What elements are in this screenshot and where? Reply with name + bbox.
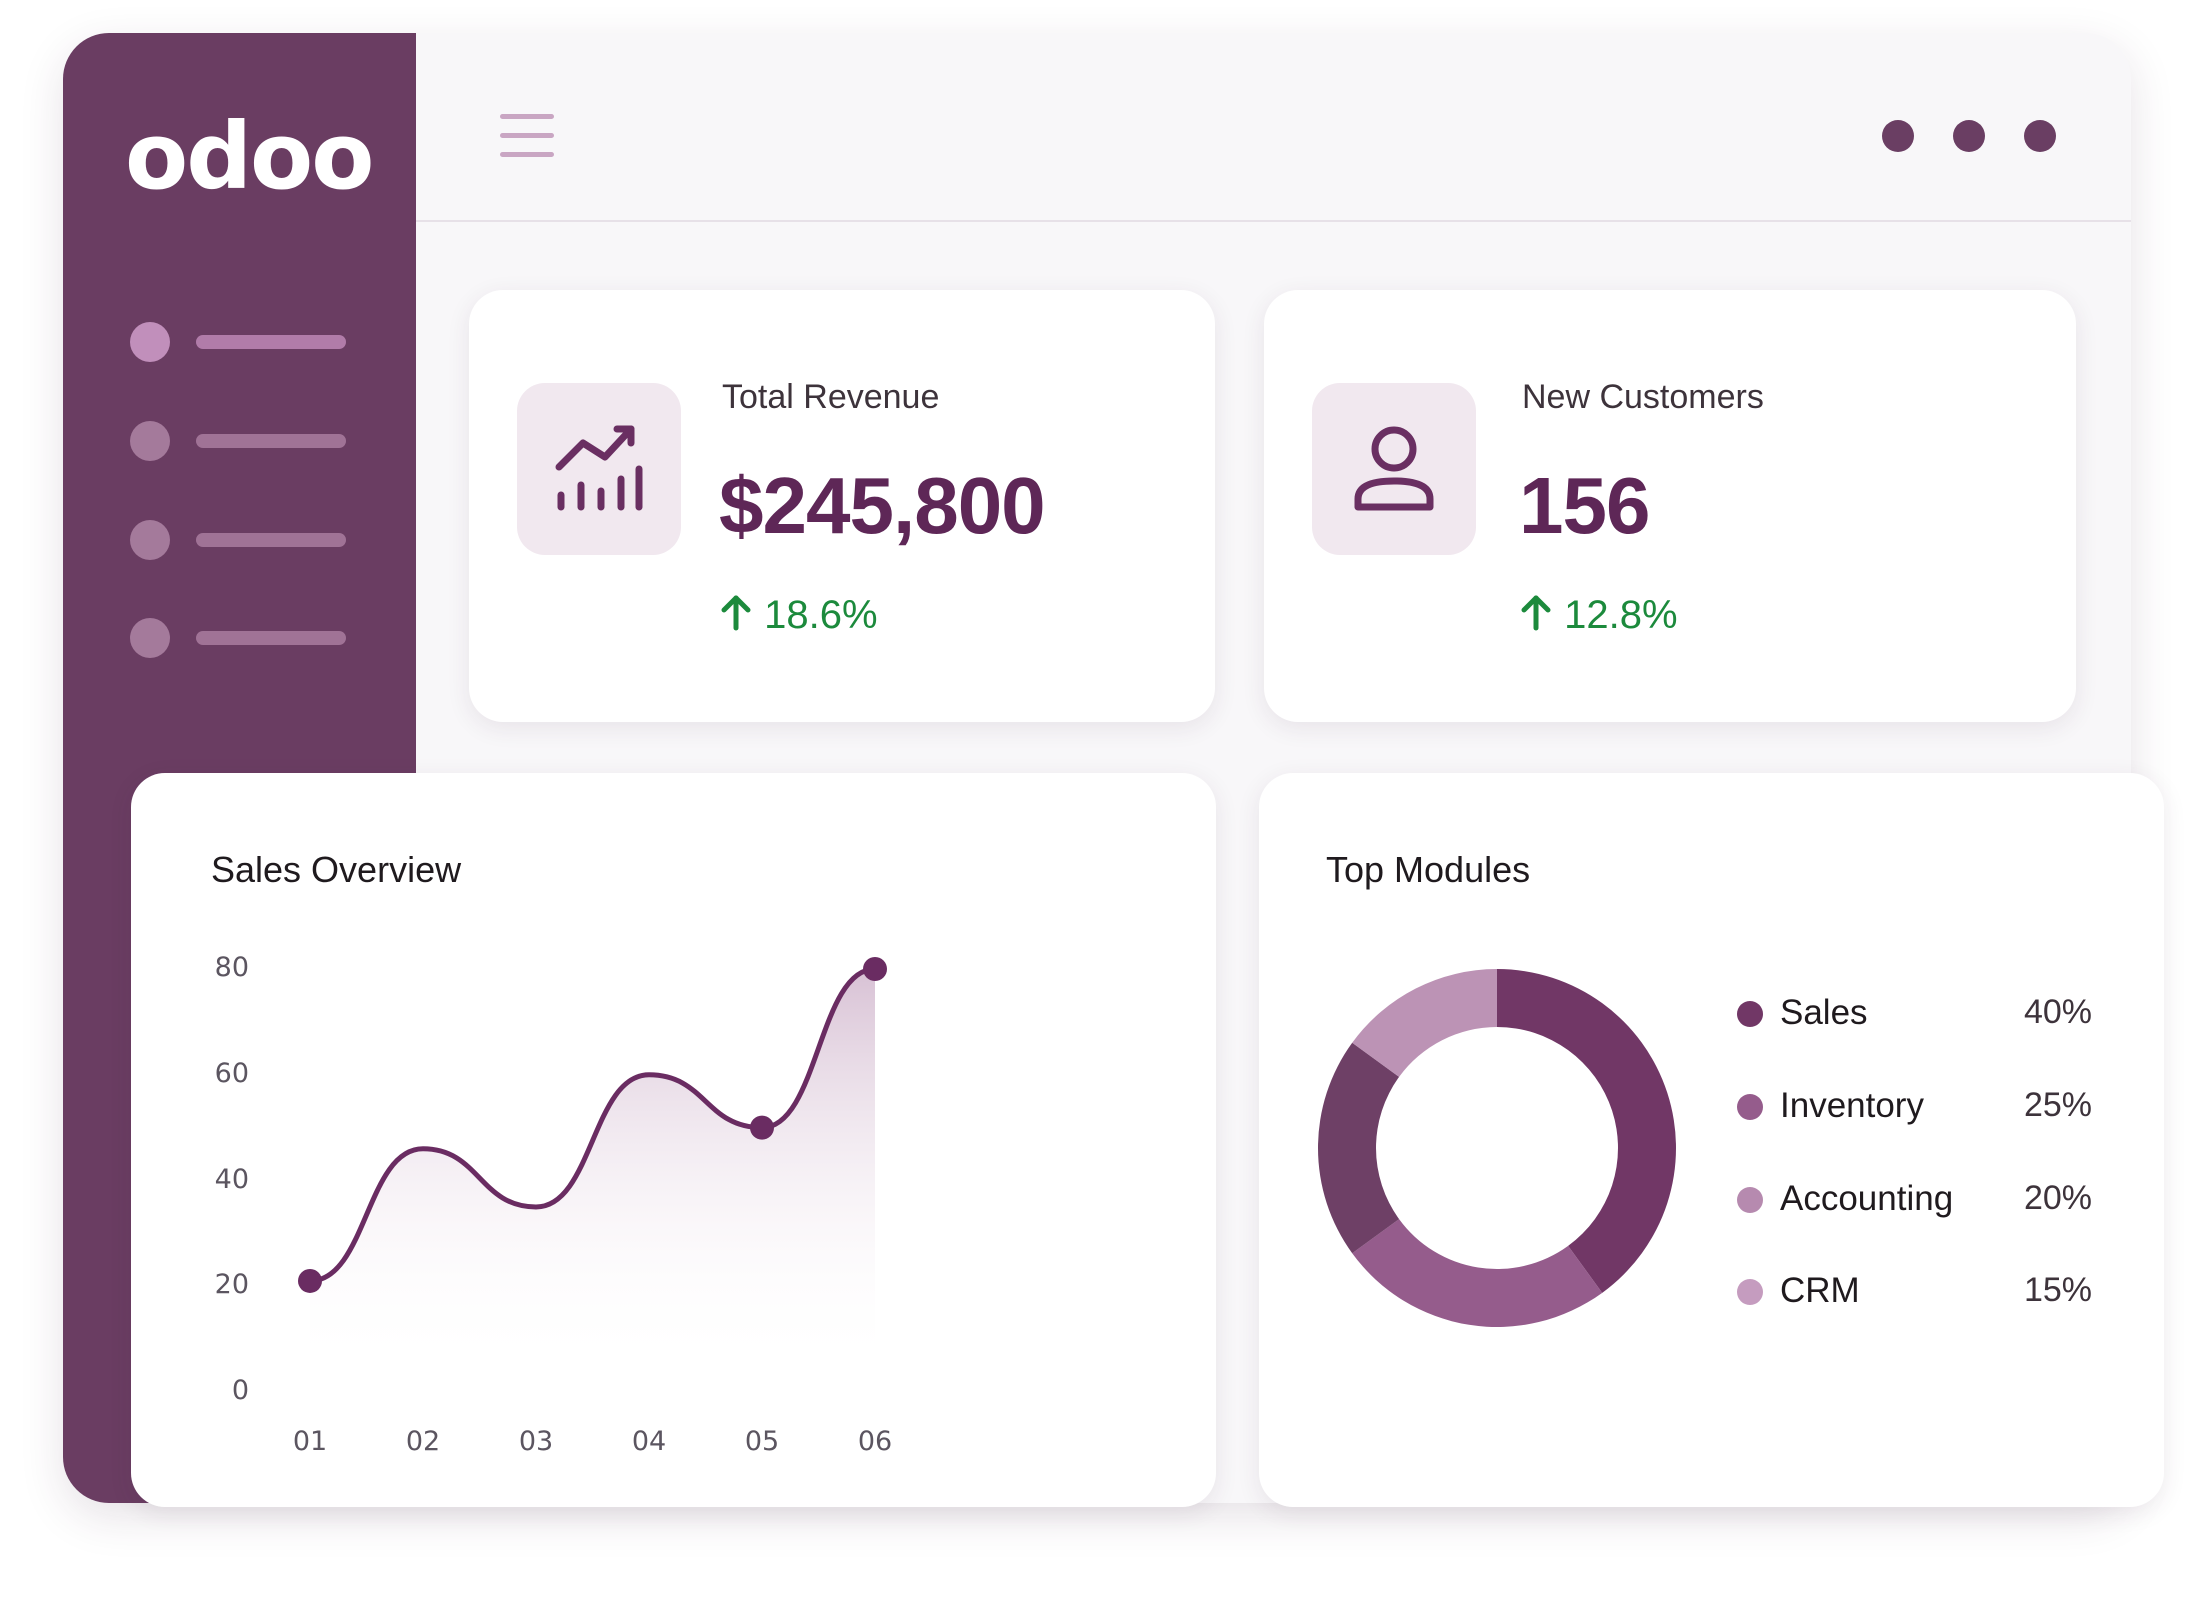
sidebar-item-3[interactable] [130,519,346,561]
modules-donut-chart [1318,969,1676,1327]
kpi-value: 156 [1519,461,1650,550]
arrow-up-icon [1521,595,1551,631]
y-tick-label: 60 [214,1057,249,1089]
legend-dot-accounting [1737,1187,1763,1213]
user-icon [1312,383,1476,555]
x-tick-label: 04 [631,1426,667,1457]
x-tick-label: 02 [405,1426,441,1457]
sidebar-item-2[interactable] [130,420,346,462]
legend-value-sales: 40% [2023,993,2092,1031]
sales-area-fill [310,969,875,1370]
sales-overview-card: Sales Overview 0 20 40 60 80 01 02 03 04 05 06 [131,773,1216,1507]
x-tick-label: 03 [518,1426,554,1457]
sidebar-item-dot [130,618,170,658]
y-tick-label: 20 [214,1269,249,1301]
legend-label-crm: CRM [1780,1271,1860,1310]
top-bar [416,33,2131,222]
sidebar-item-dot [130,322,170,362]
total-revenue-card: Total Revenue $245,800 18.6% [469,290,1215,722]
legend-label-inventory: Inventory [1780,1086,1924,1125]
kpi-change-value: 12.8% [1564,593,1678,637]
sidebar-item-label-placeholder [196,631,346,645]
donut-slice-sales[interactable] [1497,969,1676,1293]
sales-point-05[interactable] [750,1115,774,1140]
legend-dot-crm [1737,1279,1763,1305]
donut-slice-inventory[interactable] [1352,1219,1603,1327]
legend-value-inventory: 25% [2023,1086,2092,1124]
sidebar-item-dot [130,520,170,560]
kpi-change: 12.8% [1519,592,1678,638]
new-customers-card: New Customers 156 12.8% [1264,290,2076,722]
legend-value-accounting: 20% [2023,1179,2092,1217]
sidebar-item-dot [130,421,170,461]
sidebar-item-4[interactable] [130,617,346,659]
kpi-change: 18.6% [719,592,878,638]
x-tick-label: 05 [744,1426,780,1457]
sidebar-item-label-placeholder [196,335,346,349]
x-tick-label: 01 [292,1426,328,1457]
sales-series-line [307,966,878,1284]
sales-line-chart [298,957,887,1370]
topbar-dot-button-1[interactable] [1882,120,1914,152]
x-tick-label: 06 [857,1426,893,1457]
legend-value-crm: 15% [2023,1271,2092,1309]
card-title: Top Modules [1326,849,1531,890]
sales-point-01[interactable] [298,1268,322,1293]
legend-label-accounting: Accounting [1780,1179,1954,1218]
y-tick-label: 80 [214,952,249,983]
legend-label-sales: Sales [1780,993,1868,1032]
y-tick-label: 0 [231,1375,249,1406]
topbar-dot-button-2[interactable] [1953,120,1985,152]
sidebar-item-label-placeholder [196,533,346,547]
kpi-value: $245,800 [719,461,1046,550]
sidebar-item-1[interactable] [130,321,346,363]
trending-up-chart-icon [517,383,681,555]
kpi-change-value: 18.6% [764,593,878,637]
sales-point-06[interactable] [863,957,887,981]
topbar-dot-button-3[interactable] [2024,120,2056,152]
legend-dot-inventory [1737,1094,1763,1120]
hamburger-menu-icon[interactable] [500,114,554,158]
y-tick-label: 40 [214,1163,249,1195]
donut-slice-crm[interactable] [1352,969,1497,1077]
donut-slice-accounting[interactable] [1318,1042,1400,1254]
kpi-label: Total Revenue [722,378,940,416]
odoo-logo[interactable]: odoo [125,103,374,210]
kpi-label: New Customers [1522,378,1764,416]
arrow-up-icon [721,595,751,631]
sidebar-item-label-placeholder [196,434,346,448]
top-modules-card: Top Modules Sales 40% Inventory 25% Accounti… [1259,773,2164,1507]
card-title: Sales Overview [211,849,462,890]
legend-dot-sales [1737,1001,1763,1027]
